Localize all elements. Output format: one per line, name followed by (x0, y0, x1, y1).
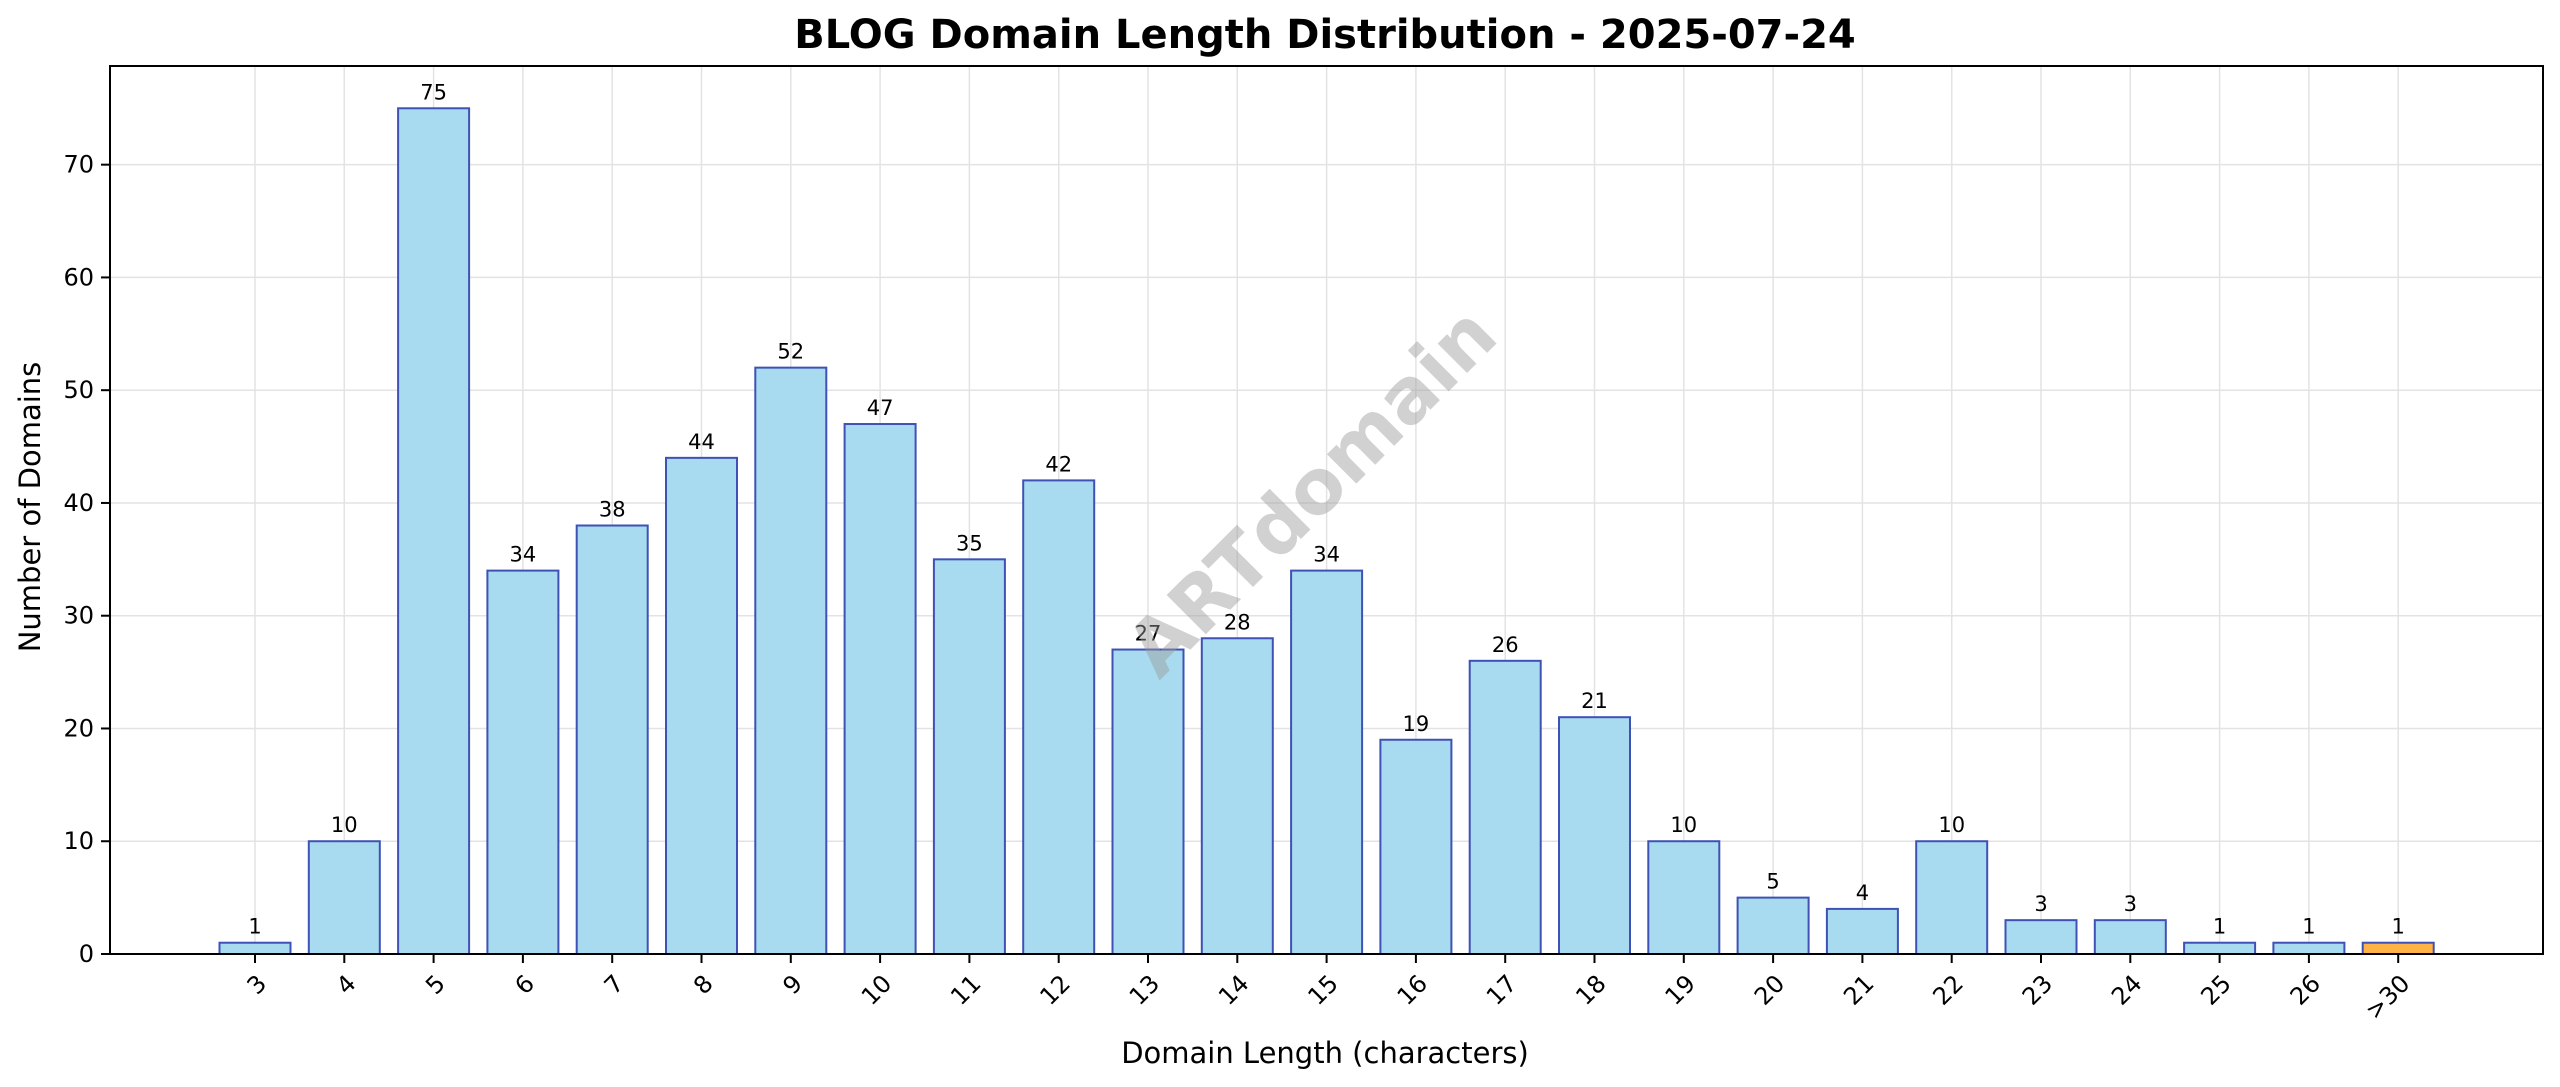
data-labels: 1 10 75 34 38 44 52 47 35 42 27 28 34 19 26 21 10 5 4 10 3 3 1… (248, 80, 2405, 938)
bar-10 (843, 423, 917, 955)
data-label-15: 34 (1313, 543, 1340, 567)
y-tick-label: 60 (63, 263, 94, 291)
bar-7 (575, 524, 649, 955)
data-label-23: 3 (2034, 892, 2047, 916)
bar-23 (2004, 919, 2078, 956)
y-tick-label: 20 (63, 714, 94, 742)
bar-15 (1290, 569, 1364, 955)
y-tick-label: 40 (63, 489, 94, 517)
bar-5 (397, 107, 471, 956)
bar-24 (2093, 919, 2167, 956)
bar-4 (307, 840, 381, 955)
bar-19 (1647, 840, 1721, 955)
bar->30 (2361, 941, 2435, 956)
y-axis: 0 10 20 30 40 50 60 70 (63, 151, 110, 968)
bar-6 (486, 569, 560, 955)
data-label-4: 10 (331, 813, 358, 837)
data-label-21: 4 (1856, 881, 1869, 905)
bar-21 (1825, 907, 1899, 956)
data-label-18: 21 (1581, 689, 1608, 713)
data-label-17: 26 (1492, 633, 1519, 657)
data-label->30: 1 (2392, 915, 2405, 939)
y-tick-label: 30 (63, 602, 94, 630)
bar-11 (932, 558, 1006, 955)
data-label-10: 47 (867, 396, 894, 420)
bar-26 (2272, 941, 2346, 956)
data-label-13: 27 (1135, 622, 1162, 646)
data-label-26: 1 (2302, 915, 2315, 939)
data-label-3: 1 (248, 915, 261, 939)
y-tick-label: 50 (63, 376, 94, 404)
bar-9 (754, 366, 828, 955)
data-label-6: 34 (510, 543, 537, 567)
bar-3 (218, 941, 292, 956)
bar-22 (1915, 840, 1989, 955)
bar-17 (1468, 659, 1542, 955)
data-label-9: 52 (777, 340, 804, 364)
data-label-22: 10 (1938, 813, 1965, 837)
bar-12 (1022, 479, 1096, 955)
data-label-25: 1 (2213, 915, 2226, 939)
y-tick-label: 10 (63, 827, 94, 855)
bars (218, 107, 2435, 956)
bar-13 (1111, 648, 1185, 955)
data-label-11: 35 (956, 531, 983, 555)
bar-18 (1558, 716, 1631, 956)
chart-title: BLOG Domain Length Distribution - 2025-0… (794, 12, 1856, 58)
data-label-12: 42 (1045, 452, 1072, 476)
bar-8 (665, 456, 738, 955)
bar-25 (2183, 941, 2257, 956)
data-label-19: 10 (1670, 813, 1697, 837)
bar-16 (1379, 738, 1453, 955)
data-label-7: 38 (599, 498, 626, 522)
y-tick-label: 0 (79, 940, 94, 968)
data-label-8: 44 (688, 430, 715, 454)
data-label-5: 75 (420, 80, 447, 104)
y-tick-label: 70 (63, 151, 94, 179)
y-axis-label: Number of Domains (13, 362, 47, 653)
data-label-16: 19 (1403, 712, 1430, 736)
data-label-14: 28 (1224, 610, 1251, 634)
x-axis-label: Domain Length (characters) (1121, 1036, 1529, 1070)
data-label-20: 5 (1766, 870, 1779, 894)
bar-20 (1736, 896, 1810, 955)
bar-14 (1200, 637, 1274, 955)
data-label-24: 3 (2124, 892, 2137, 916)
